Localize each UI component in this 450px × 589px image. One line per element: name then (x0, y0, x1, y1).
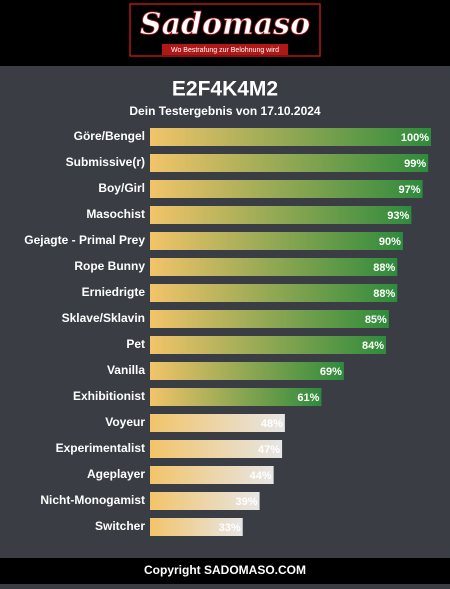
category-label: Masochist (86, 207, 145, 221)
slogan-banner (162, 44, 288, 55)
footer-text: Copyright SADOMASO.COM (144, 563, 306, 577)
category-label: Switcher (95, 519, 145, 533)
bar (150, 128, 431, 146)
bar (150, 258, 398, 276)
bar (150, 180, 423, 198)
bar (150, 232, 403, 250)
bar (150, 414, 285, 432)
bar (150, 206, 412, 224)
value-label: 97% (399, 184, 421, 196)
value-label: 44% (250, 470, 272, 482)
category-label: Experimentalist (56, 441, 145, 455)
bar (150, 440, 283, 458)
bar (150, 336, 387, 354)
chart-subtitle: Dein Testergebnis von 17.10.2024 (129, 104, 321, 118)
bar (150, 518, 243, 536)
category-label: Exhibitionist (73, 389, 145, 403)
bar (150, 310, 389, 328)
category-label: Göre/Bengel (74, 129, 145, 143)
category-label: Rope Bunny (74, 259, 145, 273)
bar (150, 466, 274, 484)
value-label: 39% (236, 496, 258, 508)
logo-frame (129, 3, 321, 57)
value-label: 61% (297, 392, 319, 404)
logo: Sadomaso (140, 7, 310, 42)
bar (150, 492, 260, 510)
value-label: 84% (362, 340, 384, 352)
value-label: 33% (219, 522, 241, 534)
value-label: 69% (320, 366, 342, 378)
bar (150, 388, 322, 406)
value-label: 100% (401, 132, 429, 144)
value-label: 47% (258, 444, 280, 456)
category-label: Gejagte - Primal Prey (24, 233, 145, 247)
category-label: Sklave/Sklavin (62, 311, 145, 325)
category-label: Submissive(r) (66, 155, 145, 169)
value-label: 90% (379, 236, 401, 248)
category-label: Voyeur (105, 415, 145, 429)
footer-bar (0, 558, 450, 584)
value-label: 93% (387, 210, 409, 222)
category-label: Ageplayer (87, 467, 145, 481)
category-label: Vanilla (107, 363, 145, 377)
category-label: Boy/Girl (98, 181, 145, 195)
value-label: 99% (404, 158, 426, 170)
slogan: Wo Bestrafung zur Belohnung wird (171, 47, 279, 54)
category-label: Nicht-Monogamist (40, 493, 145, 507)
bar (150, 154, 429, 172)
bar (150, 284, 398, 302)
chart-title: E2F4K4M2 (172, 78, 278, 101)
category-label: Pet (126, 337, 145, 351)
value-label: 88% (373, 262, 395, 274)
value-label: 88% (373, 288, 395, 300)
value-label: 48% (261, 418, 283, 430)
category-label: Erniedrigte (82, 285, 146, 299)
value-label: 85% (365, 314, 387, 326)
bar (150, 362, 344, 380)
